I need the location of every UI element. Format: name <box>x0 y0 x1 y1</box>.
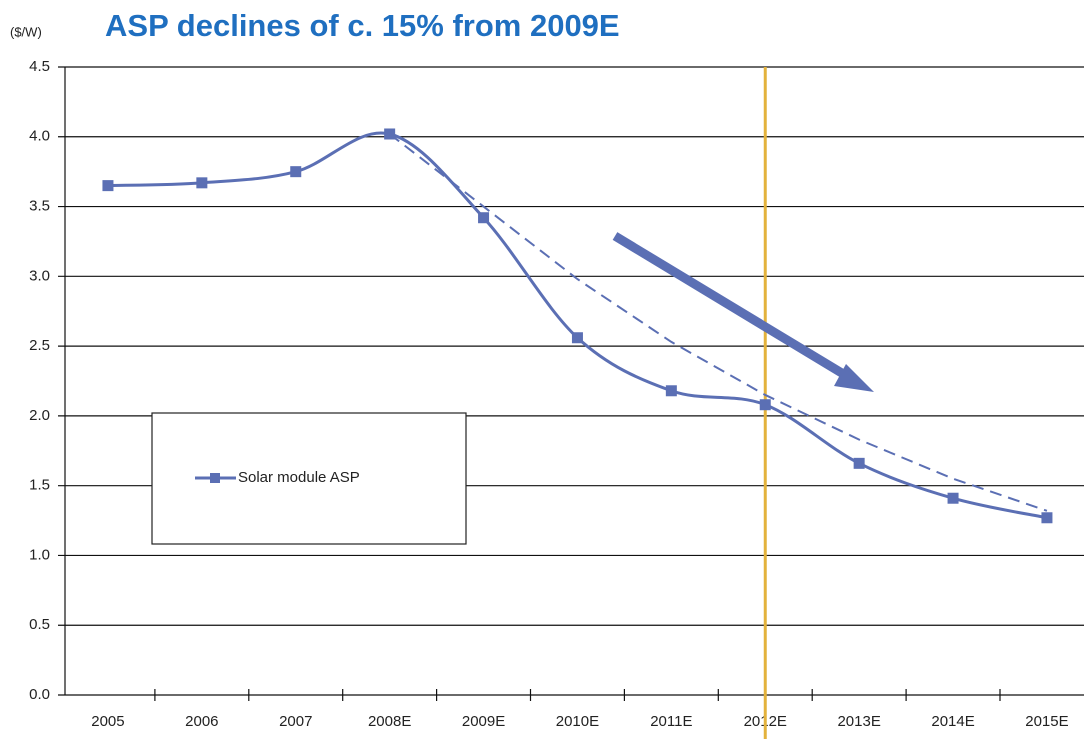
y-tick-label: 1.5 <box>29 477 50 494</box>
y-tick-label: 0.5 <box>29 616 50 633</box>
arrow-head <box>834 364 874 392</box>
x-tick-label: 2015E <box>1025 713 1068 730</box>
y-tick-label: 0.0 <box>29 686 50 703</box>
trend-line <box>389 133 1048 512</box>
point-marker <box>1041 512 1053 524</box>
x-tick-label: 2009E <box>462 713 505 730</box>
x-tick-label: 2008E <box>368 713 411 730</box>
x-tick-label: 2007 <box>279 713 312 730</box>
point-marker <box>290 166 302 178</box>
point-marker <box>759 399 771 411</box>
x-tick-label: 2014E <box>931 713 974 730</box>
x-tick-label: 2011E <box>650 713 692 730</box>
point-marker <box>853 457 865 469</box>
x-tick-label: 2005 <box>91 713 124 730</box>
y-tick-label: 4.5 <box>29 58 50 75</box>
point-marker <box>665 385 677 397</box>
x-tick-label: 2013E <box>837 713 880 730</box>
arrow-shaft <box>612 232 853 382</box>
marks <box>102 67 1053 739</box>
y-tick-label: 3.5 <box>29 198 50 215</box>
y-axis-unit: ($/W) <box>10 24 42 39</box>
trend-arrow <box>612 232 874 392</box>
legend-marker <box>210 473 220 483</box>
y-tick-label: 3.0 <box>29 267 50 284</box>
point-marker <box>196 177 208 189</box>
y-tick-label: 4.0 <box>29 128 50 145</box>
x-tick-label: 2006 <box>185 713 218 730</box>
point-marker <box>102 180 114 192</box>
y-tick-label: 2.0 <box>29 407 50 424</box>
point-marker <box>947 492 959 504</box>
grid: 0.0 0.5 1.0 1.5 2.0 2.5 3.0 3.5 4.0 4.5 2005 2006 20… <box>29 58 1084 730</box>
point-marker <box>478 212 490 224</box>
legend-label: Solar module ASP <box>238 469 360 486</box>
y-tick-label: 2.5 <box>29 337 50 354</box>
x-tick-label: 2010E <box>556 713 599 730</box>
legend: Solar module ASP <box>151 412 467 545</box>
point-marker <box>571 332 583 344</box>
chart-title: ASP declines of c. 15% from 2009E <box>105 8 620 43</box>
y-tick-label: 1.0 <box>29 546 50 563</box>
